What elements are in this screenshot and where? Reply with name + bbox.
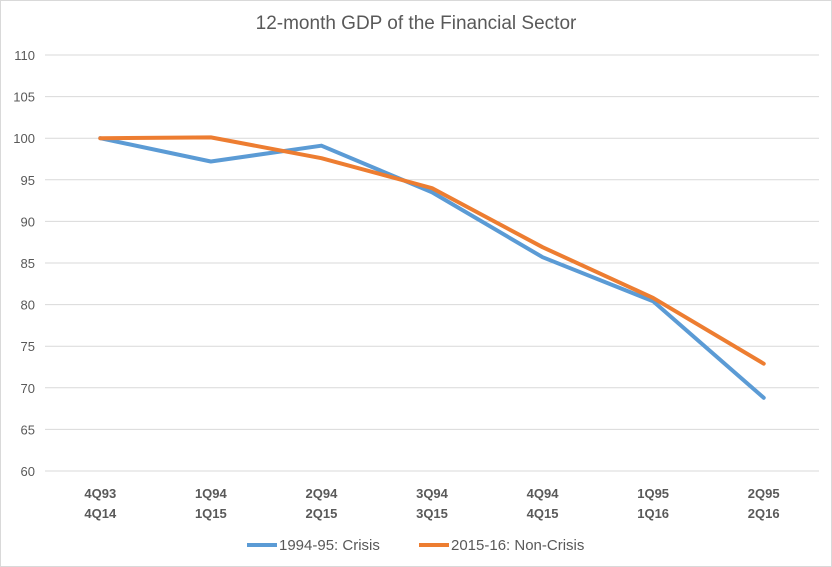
y-tick-label: 80: [21, 298, 35, 313]
y-tick-label: 70: [21, 381, 35, 396]
series-line-1: [98, 136, 766, 400]
x-tick-label: 2Q95: [748, 486, 780, 501]
x-tick-label: 4Q93: [84, 486, 116, 501]
x-tick-label: 1Q95: [637, 486, 669, 501]
x-tick-label: 3Q15: [416, 506, 448, 521]
y-tick-label: 90: [21, 214, 35, 229]
x-tick-label: 1Q16: [637, 506, 669, 521]
y-tick-label: 65: [21, 422, 35, 437]
x-tick-label: 4Q94: [527, 486, 560, 501]
x-tick-label: 4Q15: [527, 506, 559, 521]
x-tick-label: 2Q94: [306, 486, 339, 501]
chart-title: 12-month GDP of the Financial Sector: [255, 13, 577, 34]
y-tick-label: 110: [14, 48, 35, 63]
y-tick-label: 60: [21, 464, 35, 479]
legend-label-2: 2015-16: Non-Crisis: [451, 537, 584, 554]
x-tick-label: 1Q15: [195, 506, 227, 521]
y-tick-label: 95: [21, 173, 35, 188]
y-tick-label: 75: [21, 339, 35, 354]
legend-label-1: 1994-95: Crisis: [279, 537, 380, 554]
y-tick-label: 100: [13, 131, 35, 146]
x-tick-label: 4Q14: [84, 506, 117, 521]
x-tick-label: 1Q94: [195, 486, 228, 501]
y-tick-label: 105: [13, 90, 35, 105]
x-tick-label: 2Q16: [748, 506, 780, 521]
x-tick-label: 3Q94: [416, 486, 449, 501]
x-tick-label: 2Q15: [306, 506, 338, 521]
y-tick-label: 85: [21, 256, 35, 271]
series-line-2: [98, 135, 766, 366]
